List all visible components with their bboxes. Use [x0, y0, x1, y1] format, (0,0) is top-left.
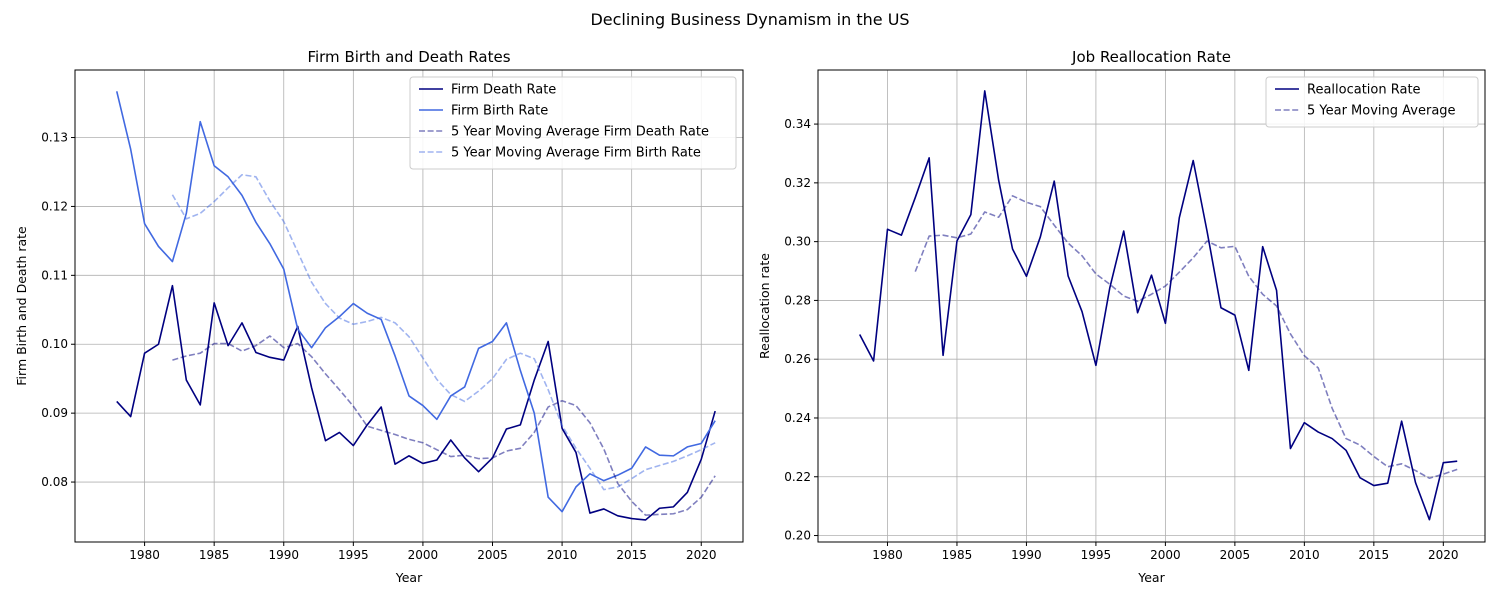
- legend-box: [1265, 76, 1479, 128]
- y-tick-label: 0.32: [784, 176, 811, 190]
- series-line: [172, 335, 716, 516]
- legend: Reallocation Rate 5 Year Moving Average: [1265, 76, 1479, 128]
- x-tick-label: 2015: [616, 548, 647, 562]
- y-tick-label: 0.10: [41, 337, 68, 351]
- chart-title: Firm Birth and Death Rates: [307, 48, 510, 66]
- y-tick-label: 0.34: [784, 117, 811, 131]
- x-tick-label: 1980: [872, 548, 903, 562]
- x-tick-label: 1995: [1081, 548, 1112, 562]
- x-tick-label: 2010: [547, 548, 578, 562]
- y-tick-label: 0.26: [784, 352, 811, 366]
- chart-2: 1980 1985 1990 1995 2000 2005 2010 2015 2020 0.20…: [757, 48, 1486, 585]
- y-tick-label: 0.20: [784, 529, 811, 543]
- y-tick-label: 0.28: [784, 293, 811, 307]
- plot-frame: [817, 69, 1486, 543]
- chart-title: Job Reallocation Rate: [1071, 48, 1231, 66]
- x-tick-label: 1985: [199, 548, 230, 562]
- y-tick-label: 0.24: [784, 411, 811, 425]
- x-tick-label: 1980: [129, 548, 160, 562]
- y-tick-label: 0.12: [41, 199, 68, 213]
- series-line: [171, 173, 716, 491]
- x-tick-label: 2000: [408, 548, 439, 562]
- y-axis-label: Firm Birth and Death rate: [14, 226, 29, 386]
- x-tick-label: 1995: [338, 548, 369, 562]
- series-line: [858, 90, 1458, 521]
- y-tick-label: 0.22: [784, 470, 811, 484]
- legend-label: Firm Birth Rate: [451, 104, 548, 119]
- x-tick-label: 1990: [268, 548, 299, 562]
- y-tick-label: 0.30: [784, 235, 811, 249]
- legend-label: 5 Year Moving Average: [1307, 104, 1456, 119]
- y-tick-label: 0.08: [41, 475, 68, 489]
- legend-box: [409, 76, 737, 170]
- x-tick-label: 1985: [942, 548, 973, 562]
- chart-1: 1980 1985 1990 1995 2000 2005 2010 2015 2020 0.08…: [14, 48, 744, 585]
- legend-label: Firm Death Rate: [451, 83, 556, 98]
- x-tick-label: 1990: [1011, 548, 1042, 562]
- x-tick-label: 2010: [1289, 548, 1320, 562]
- y-tick-label: 0.13: [41, 131, 68, 145]
- y-axis-label: Reallocation rate: [757, 253, 772, 359]
- x-tick-label: 2020: [1428, 548, 1459, 562]
- x-tick-label: 2000: [1150, 548, 1181, 562]
- x-tick-label: 2005: [477, 548, 508, 562]
- legend: Firm Death Rate Firm Birth Rate 5 Year Mov…: [409, 76, 737, 170]
- series-line: [914, 194, 1458, 480]
- legend-label: Reallocation Rate: [1307, 83, 1421, 98]
- y-tick-label: 0.09: [41, 406, 68, 420]
- x-axis-label: Year: [1137, 570, 1165, 585]
- legend-label: 5 Year Moving Average Firm Birth Rate: [451, 146, 701, 161]
- x-tick-label: 2005: [1220, 548, 1251, 562]
- legend-label: 5 Year Moving Average Firm Death Rate: [451, 125, 709, 140]
- x-axis-label: Year: [395, 570, 423, 585]
- y-tick-label: 0.11: [41, 268, 68, 282]
- x-tick-label: 2020: [686, 548, 717, 562]
- plot-frame: [74, 69, 744, 543]
- x-tick-label: 2015: [1359, 548, 1390, 562]
- figure-title: Declining Business Dynamism in the US: [590, 10, 909, 29]
- series-line: [116, 284, 716, 521]
